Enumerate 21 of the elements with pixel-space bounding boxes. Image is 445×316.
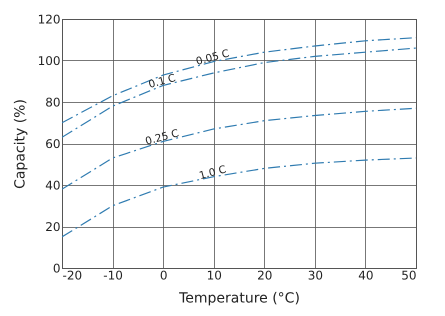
text: 0.25 C — [144, 127, 180, 148]
line-series — [62, 157, 416, 238]
x-tick-label: -10 — [103, 268, 123, 282]
text: 0.1 C — [147, 72, 177, 91]
y-tick-label: 40 — [45, 178, 60, 192]
x-tick-label: -20 — [62, 268, 82, 282]
text: 1.0 C — [198, 164, 228, 182]
x-tick-label: 30 — [308, 268, 323, 282]
x-axis-title: Temperature (°C) — [178, 290, 300, 306]
x-tick-label: 10 — [206, 268, 222, 282]
y-tick-label: 120 — [38, 12, 60, 26]
x-tick-label: 50 — [401, 268, 416, 282]
y-tick-label: 100 — [38, 54, 60, 68]
y-axis-title: Capacity (%) — [12, 99, 29, 189]
y-tick-label: 60 — [45, 137, 60, 151]
x-tick-label: 0 — [160, 268, 168, 282]
y-tick-label: 80 — [45, 96, 60, 110]
x-tick-label: 40 — [358, 268, 374, 282]
y-tick-label: 20 — [45, 220, 60, 234]
text: 0.05 C — [194, 47, 231, 68]
x-tick-label: 20 — [257, 268, 272, 282]
